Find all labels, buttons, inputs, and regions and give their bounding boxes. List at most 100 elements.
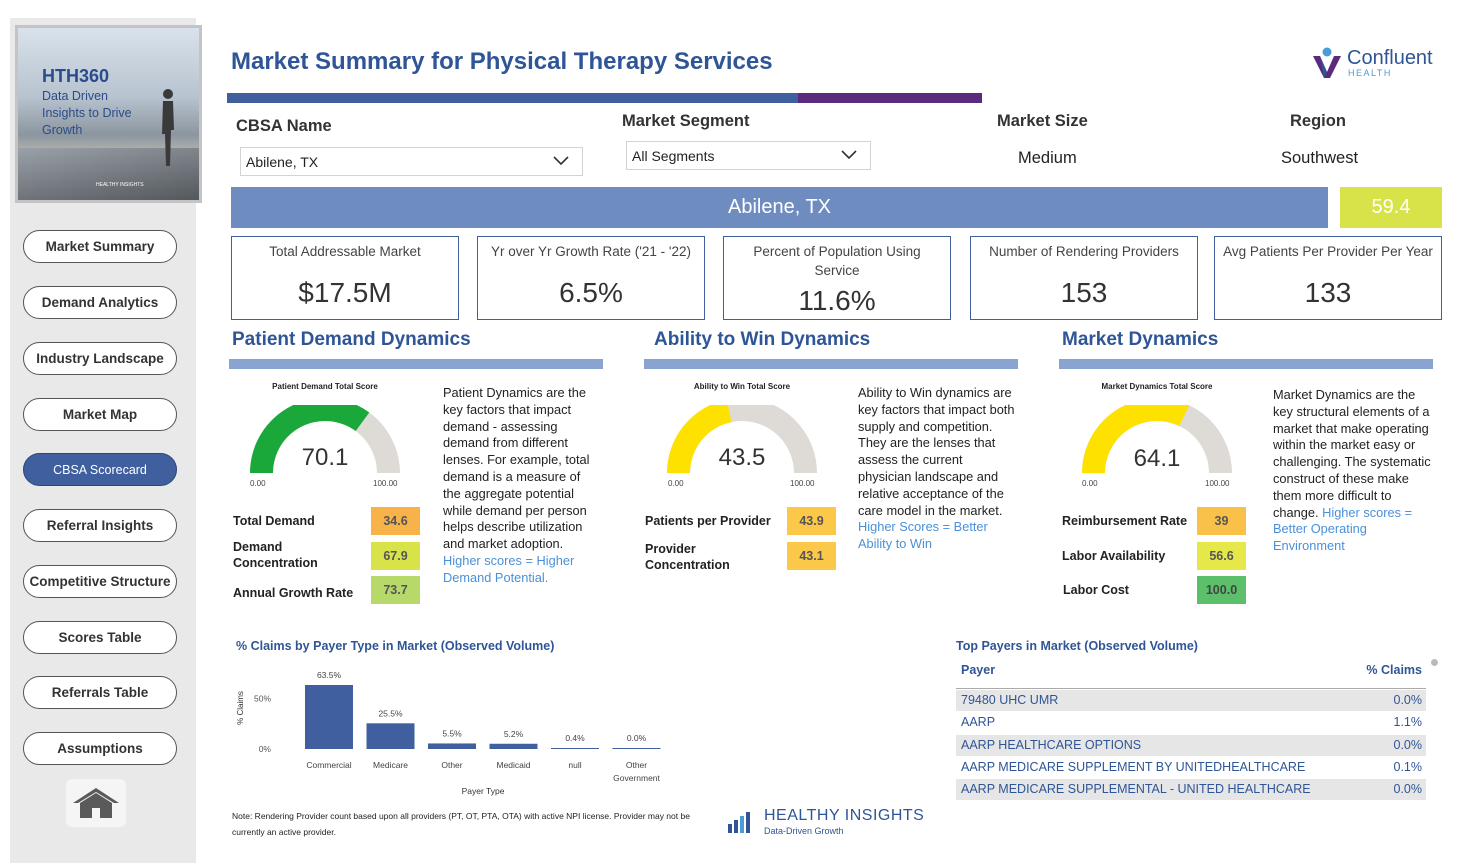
logo-small-text: HEALTHY INSIGHTS [96,182,144,188]
bar-medicaid[interactable] [489,743,538,749]
payer-name: AARP MEDICARE SUPPLEMENTAL - UNITED HEAL… [961,782,1311,796]
kpi-label: Percent of Population Using Service [753,244,921,278]
payers-header-claims[interactable]: % Claims [1366,663,1422,677]
confluent-logo-icon [1313,47,1341,78]
x-tick-label: Medicaid [496,760,530,770]
table-row[interactable]: AARP 1.1% [956,712,1426,733]
market-segment-label: Market Segment [622,112,750,130]
metric-label-total-demand: Total Demand [233,514,315,528]
region-value: Southwest [1281,149,1359,167]
ability-to-win-bar [644,359,1018,369]
bar-value-label: 5.2% [504,729,524,739]
nav-button-market-summary[interactable]: Market Summary [23,230,177,263]
kpi-label: Total Addressable Market [269,244,421,259]
metric-value-reimbursement-rate: 39 [1197,507,1246,535]
x-tick-label: Medicare [373,760,408,770]
cbsa-name-label: CBSA Name [236,117,332,135]
win-gauge-title: Ability to Win Total Score [693,382,791,391]
market-gauge-min: 0.00 [1082,479,1098,488]
bar-other-government[interactable] [612,748,661,749]
metric-value-labor-availability: 56.6 [1197,542,1246,570]
payers-header-divider [956,688,1426,689]
claims-by-payer-chart: % Claims 50% 0% 63.5% Commercial 25.5% Medic… [236,670,661,796]
kpi-value: $17.5M [298,277,392,308]
metric-value-labor-cost: 100.0 [1197,576,1246,604]
payer-name: 79480 UHC UMR [961,693,1059,707]
table-row[interactable]: AARP MEDICARE SUPPLEMENT BY UNITEDHEALTH… [956,757,1426,778]
metric-label-labor-availability: Labor Availability [1062,549,1166,563]
chevron-down-icon [841,150,857,160]
brand-name: Confluent [1347,47,1433,69]
cbsa-name-value: Abilene, TX [246,153,319,170]
payers-header-payer[interactable]: Payer [961,663,996,677]
market-dynamics-bar [1059,359,1433,369]
y-tick-label: 0% [259,744,272,754]
patient-gauge-min: 0.00 [250,479,266,488]
scrollbar-handle[interactable] [1431,659,1438,666]
market-gauge-title: Market Dynamics Total Score [1101,382,1213,391]
table-row[interactable]: AARP MEDICARE SUPPLEMENTAL - UNITED HEAL… [956,779,1426,800]
x-tick-label: null [568,760,581,770]
bar-other[interactable] [428,743,476,749]
kpi-rendering-providers: Number of Rendering Providers 153 [970,236,1198,320]
metric-value-total-demand: 34.6 [371,507,420,535]
x-tick-label: Other [441,760,462,770]
nav-button-scores-table[interactable]: Scores Table [23,621,177,654]
metric-value-patients-per-provider: 43.9 [787,507,836,535]
bar-null[interactable] [551,748,599,749]
metric-label-reimbursement-rate: Reimbursement Rate [1062,514,1188,528]
kpi-label: Avg Patients Per Provider Per Year [1223,244,1433,259]
brand-subtitle: HEALTH [1348,68,1392,78]
patient-gauge-score: 70.1 [301,444,349,471]
page-title: Market Summary for Physical Therapy Serv… [231,48,773,75]
nav-button-referral-insights[interactable]: Referral Insights [23,509,177,542]
bar-value-label: 5.5% [442,728,462,738]
patient-demand-bar [229,359,603,369]
market-segment-value: All Segments [632,147,715,164]
region-label: Region [1290,112,1346,130]
metric-label-labor-cost: Labor Cost [1063,583,1129,597]
title-accent-bar-purple [798,93,982,103]
cbsa-name-dropdown[interactable]: Abilene, TX [240,147,583,176]
ability-to-win-gauge [667,405,817,473]
win-gauge-max: 100.00 [790,479,815,488]
payer-claims: 0.0% [1393,693,1423,707]
bar-commercial[interactable] [305,685,353,749]
market-gauge-max: 100.00 [1205,479,1230,488]
kpi-value: 153 [1060,277,1108,308]
table-row[interactable]: 79480 UHC UMR 0.0% [956,690,1426,711]
nav-button-assumptions[interactable]: Assumptions [23,732,177,765]
nav-button-demand-analytics[interactable]: Demand Analytics [23,286,177,319]
home-button[interactable] [66,779,126,827]
nav-button-industry-landscape[interactable]: Industry Landscape [23,342,177,375]
nav-button-referrals-table[interactable]: Referrals Table [23,676,177,709]
table-row[interactable]: AARP HEALTHCARE OPTIONS 0.0% [956,735,1426,756]
bar-value-label: 0.0% [627,733,647,743]
patient-gauge-max: 100.00 [373,479,398,488]
market-segment-dropdown[interactable]: All Segments [626,141,871,170]
chevron-down-icon [553,156,569,166]
metric-label-patients-per-provider: Patients per Provider [645,514,771,528]
patient-gauge-title: Patient Demand Total Score [272,382,378,391]
patient-demand-gauge [250,405,400,473]
kpi-yoy-growth-rate: Yr over Yr Growth Rate ('21 - '22) 6.5% [477,236,705,320]
market-desc-highlight: Higher scores = Better Operating Environ… [1273,504,1413,554]
market-dynamics-description: Market Dynamics are the key structural e… [1273,387,1435,555]
bar-medicare[interactable] [366,723,415,749]
market-size-value: Medium [1018,149,1077,167]
bar-value-label: 0.4% [565,733,585,743]
logo-subtitle: Data Driven Insights to Drive Growth [42,89,132,137]
metric-value-provider-concentration: 43.1 [787,542,836,570]
nav-button-competitive-structure[interactable]: Competitive Structure [23,565,177,598]
nav-button-cbsa-scorecard[interactable]: CBSA Scorecard [23,453,177,486]
win-gauge-score: 43.5 [718,444,766,471]
cbsa-score-banner: 59.4 [1340,187,1442,228]
patient-demand-title: Patient Demand Dynamics [232,329,471,350]
market-desc-text: Market Dynamics are the key structural e… [1273,387,1431,520]
top-payers-title: Top Payers in Market (Observed Volume) [956,639,1198,653]
nav-button-market-map[interactable]: Market Map [23,398,177,431]
metric-value-annual-growth-rate: 73.7 [371,576,420,604]
logo-title: HTH360 [42,66,110,86]
chart-x-axis-label: Payer Type [462,786,505,796]
kpi-value: 133 [1304,277,1352,308]
